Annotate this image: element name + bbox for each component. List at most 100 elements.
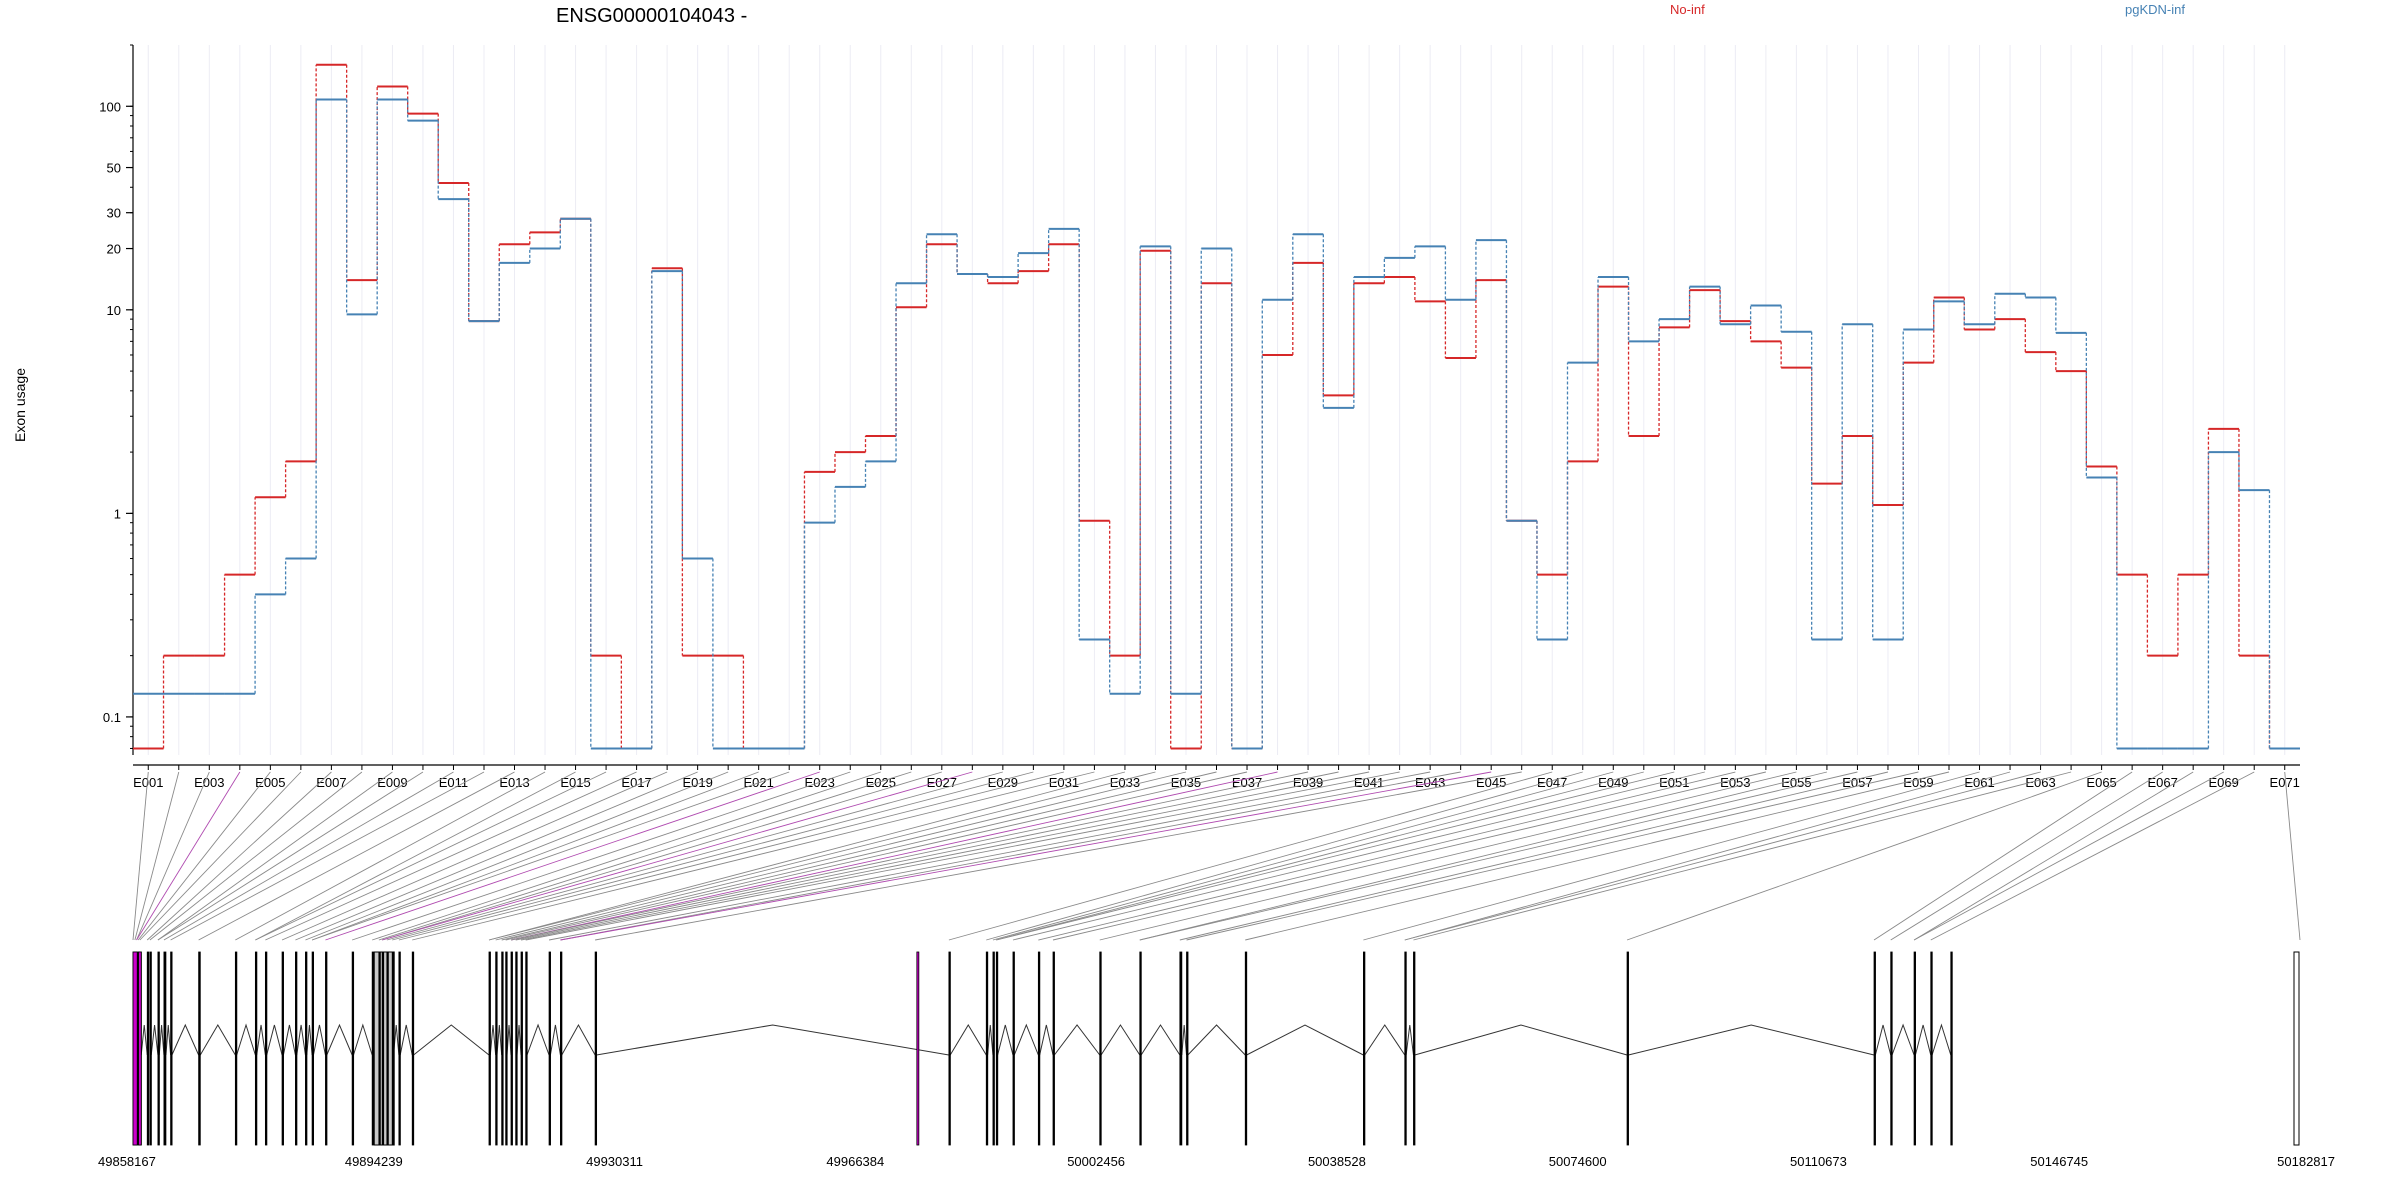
exon-box (411, 951, 415, 1146)
intron-line (1874, 1024, 1892, 1056)
exon-box (373, 951, 395, 1146)
exon-connector-line (311, 771, 759, 941)
x-axis: E001 E003 E005 E007 E009 E011 E013 E015 E017 E019… (133, 764, 2300, 790)
exon-box (386, 951, 389, 1146)
exon-box (1890, 951, 1893, 1146)
exon-connector-line (1404, 771, 2041, 941)
intron-line (150, 1024, 159, 1056)
exon-box (505, 951, 508, 1146)
intron-line (266, 1024, 283, 1056)
genomic-tick-label: 49966384 (826, 1154, 884, 1169)
intron-line (399, 1024, 413, 1056)
intron-line (353, 1023, 373, 1056)
exon-box (264, 951, 268, 1146)
exon-box (1012, 951, 1015, 1146)
intron-line (1364, 1024, 1406, 1056)
x-tick-label: E033 (1110, 775, 1140, 790)
exon-box (295, 951, 298, 1146)
highlighted-exon (132, 951, 138, 1146)
exon-connectors (132, 771, 2301, 941)
exon-box (234, 951, 238, 1146)
intron-line (489, 1024, 497, 1056)
y-tick-label: 50 (107, 161, 121, 176)
exon-box (391, 951, 395, 1146)
exon-box (520, 951, 523, 1146)
exon-connector-line (255, 771, 576, 941)
x-tick-label: E065 (2086, 775, 2116, 790)
exon-connector-line (1186, 771, 1919, 941)
x-tick-label: E029 (988, 775, 1018, 790)
intron-line (526, 1023, 550, 1056)
exon-connector-line (1413, 771, 2072, 941)
exon-box (1139, 951, 1142, 1146)
exon-connector-line (510, 771, 1278, 941)
series-2 (133, 98, 2300, 750)
exon-box (1052, 951, 1055, 1146)
intron-line (140, 1024, 148, 1056)
exon-connector-line (488, 771, 1156, 941)
intron-line (1914, 1024, 1932, 1056)
intron-line (296, 1024, 306, 1056)
genomic-coordinate-axis: 49858167 49894239 49930311 49966384 50002456… (98, 1154, 2335, 1169)
intron-line (997, 1024, 1014, 1056)
exon-connector-line (992, 771, 1614, 941)
intron-line (1891, 1023, 1915, 1056)
x-tick-label: E005 (255, 775, 285, 790)
y-tick-label: 1 (114, 506, 121, 521)
exon-connector-line (510, 771, 1309, 941)
exon-box (351, 951, 355, 1146)
exon-connector-line (488, 771, 1126, 941)
exon-box (163, 951, 167, 1146)
exon-connector-line (996, 771, 1644, 941)
exon-box (1873, 951, 1876, 1146)
intron-line (256, 1024, 266, 1056)
exon-box (371, 951, 375, 1146)
exon-box (1244, 951, 1248, 1146)
highlighted-exon (916, 951, 920, 1146)
exon-box (488, 951, 491, 1146)
exon-connector-line (311, 771, 790, 941)
genomic-tick-label: 50182817 (2277, 1154, 2335, 1169)
x-tick-label: E041 (1354, 775, 1384, 790)
exon-connector-line (505, 771, 1248, 941)
exon-connector-line (136, 771, 241, 941)
intron-line (306, 1024, 313, 1056)
highlighted-exon (138, 951, 142, 1146)
exon-box (1037, 951, 1041, 1146)
y-axis-label: Exon usage (12, 368, 28, 442)
intron-line (561, 1023, 596, 1056)
genomic-tick-label: 50110673 (1790, 1154, 1847, 1169)
exon-box (948, 951, 951, 1146)
exon-connector-line (146, 771, 332, 941)
x-tick-label: E069 (2209, 775, 2239, 790)
exon-connector-line (139, 771, 302, 941)
x-tick-label: E013 (499, 775, 529, 790)
genomic-tick-label: 50038528 (1308, 1154, 1366, 1169)
exon-connector-line (595, 771, 1522, 941)
y-tick-label: 100 (99, 99, 121, 114)
exon-connector-line (501, 771, 1217, 941)
x-tick-label: E049 (1598, 775, 1628, 790)
exon-connector-line (548, 771, 1431, 941)
legend-series-2: pgKDN-inf (2125, 2, 2185, 17)
y-tick-label: 20 (107, 242, 121, 257)
x-tick-label: E039 (1293, 775, 1323, 790)
gene-model (132, 951, 2300, 1146)
exon-connector-line (1626, 771, 2102, 941)
exon-box (2293, 951, 2300, 1146)
exon-box (1404, 951, 1407, 1146)
intron-line (1140, 1024, 1181, 1056)
x-tick-label: E059 (1903, 775, 1933, 790)
exon-connector-line (163, 771, 454, 941)
exon-box (995, 951, 999, 1146)
exon-connector-line (1404, 771, 2011, 941)
exon-box (1950, 951, 1953, 1146)
x-tick-label: E035 (1171, 775, 1201, 790)
intron-line (282, 1024, 296, 1056)
x-tick-label: E019 (682, 775, 712, 790)
exon-connector-line (948, 771, 1553, 941)
exon-box (381, 951, 385, 1146)
exon-box (305, 951, 308, 1146)
x-tick-label: E009 (377, 775, 407, 790)
